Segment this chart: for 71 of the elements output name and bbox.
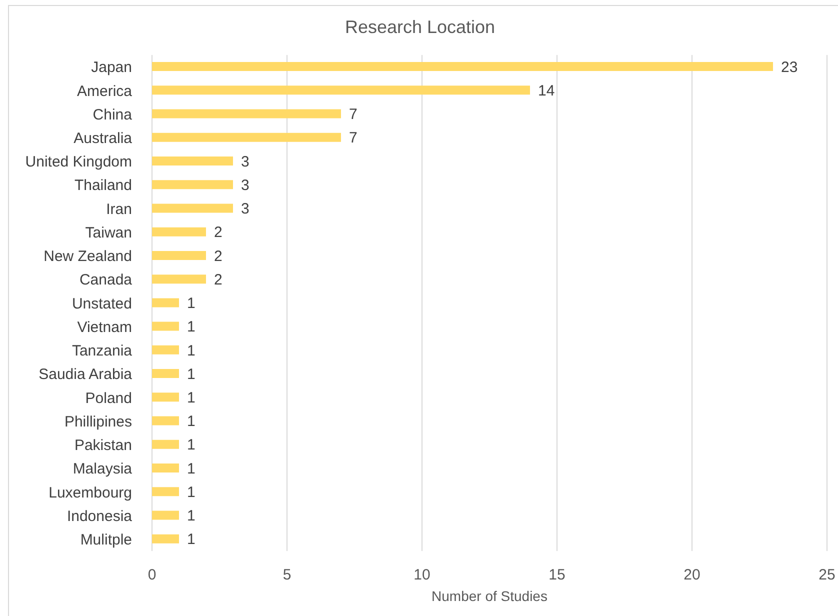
data-label: 3 (241, 176, 250, 194)
y-tick-label: Tanzania (72, 342, 133, 360)
data-label: 1 (187, 531, 196, 548)
data-label: 1 (187, 366, 196, 383)
y-tick-label: Japan (91, 59, 132, 76)
data-label: 1 (187, 484, 196, 501)
data-label: 1 (187, 295, 196, 312)
bar (152, 86, 530, 95)
data-label: 1 (187, 318, 196, 336)
x-tick-label: 25 (818, 566, 836, 584)
bar (152, 510, 179, 520)
y-tick-label: Saudia Arabia (38, 366, 133, 384)
bar (152, 345, 179, 354)
y-tick-label: United Kingdom (25, 154, 132, 171)
y-tick-label: Unstated (72, 295, 132, 312)
y-tick-label: Phillipines (64, 413, 132, 430)
y-tick-label: Iran (106, 200, 132, 218)
bar (152, 487, 179, 496)
bar (152, 274, 206, 284)
y-tick-label: Thailand (74, 177, 132, 194)
y-tick-label: New Zealand (44, 248, 132, 266)
data-label: 23 (781, 58, 798, 76)
y-tick-label: Australia (74, 130, 133, 147)
data-label: 7 (349, 106, 358, 124)
bar (152, 204, 233, 213)
data-label: 1 (187, 389, 196, 406)
x-tick-label: 5 (282, 566, 292, 584)
x-tick-label: 10 (414, 566, 430, 584)
x-tick-label: 15 (548, 566, 566, 584)
data-label: 2 (214, 248, 222, 265)
y-tick-label: Vietnam (77, 318, 132, 336)
chart-title: Research Location (344, 17, 496, 38)
bar (152, 180, 233, 190)
y-tick-label: China (92, 106, 133, 124)
x-tick-label: 0 (148, 566, 156, 584)
data-label: 2 (214, 271, 222, 288)
y-tick-label: Malaysia (72, 460, 133, 478)
bar (152, 132, 341, 142)
bar (152, 250, 206, 260)
data-label: 3 (241, 153, 250, 170)
y-tick-label: Luxembourg (48, 484, 132, 502)
y-tick-label: Indonesia (66, 508, 133, 525)
bar (152, 298, 179, 308)
bar (152, 62, 773, 71)
y-tick-label: Taiwan (85, 224, 132, 242)
data-label: 1 (187, 508, 196, 525)
data-label: 1 (187, 342, 196, 360)
bar (152, 464, 179, 473)
bar (152, 109, 341, 118)
data-label: 2 (214, 224, 222, 242)
bar (152, 416, 179, 426)
bar (152, 369, 179, 378)
data-label: 1 (187, 413, 196, 430)
data-label: 14 (538, 82, 555, 100)
y-tick-label: Mulitple (80, 532, 132, 549)
x-tick-label: 20 (684, 566, 700, 584)
bar (152, 322, 179, 331)
data-label: 1 (187, 436, 196, 454)
bar (152, 534, 179, 544)
y-tick-label: Pakistan (74, 437, 132, 454)
bar (152, 227, 206, 236)
data-label: 1 (187, 460, 196, 478)
data-label: 3 (241, 200, 250, 218)
data-label: 7 (349, 130, 358, 147)
y-tick-label: Canada (79, 272, 133, 289)
bar (152, 156, 233, 166)
y-tick-label: Poland (85, 390, 132, 407)
y-tick-label: America (76, 82, 133, 100)
bar (152, 392, 179, 402)
bar (152, 440, 179, 449)
x-axis-title: Number of Studies (432, 588, 548, 604)
